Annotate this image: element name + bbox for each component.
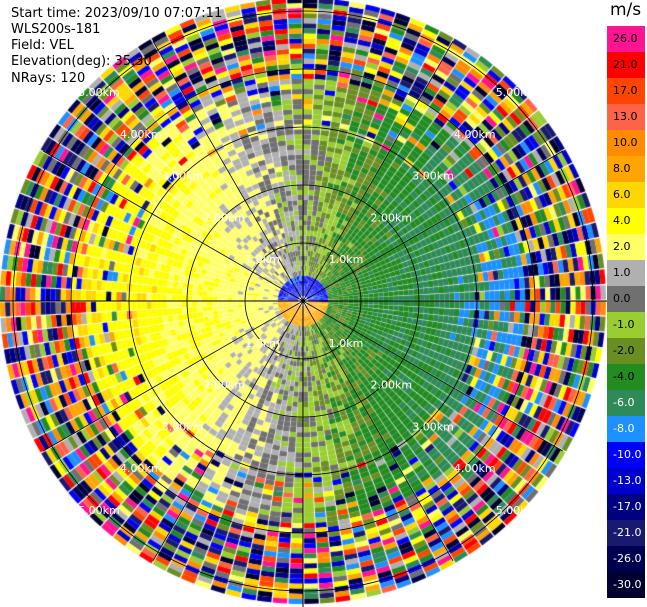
colorbar-level: -17.0 (607, 494, 645, 520)
range-label: 5.00km (496, 504, 538, 517)
colorbar-level: 6.0 (607, 182, 645, 208)
colorbar-level: 17.0 (607, 78, 645, 104)
range-label: 3.00km (162, 170, 204, 183)
colorbar-level: -4.0 (607, 364, 645, 390)
colorbar-level: -10.0 (607, 442, 645, 468)
range-label: 3.00km (162, 420, 204, 433)
colorbar-level: 1.0 (607, 260, 645, 286)
range-label: 4.00km (454, 462, 496, 475)
range-label: 5.00km (78, 504, 120, 517)
range-label: 1.0km (245, 337, 280, 350)
range-ring-overlay: 1.0km 1.0km 1.0km 1.0km 2.00km 2.00km 2.00km 2.… (0, 0, 607, 607)
colorbar-level: 8.0 (607, 156, 645, 182)
range-label: 4.00km (120, 462, 162, 475)
nrays-label: NRays: 120 (11, 71, 86, 86)
colorbar-level: 2.0 (607, 234, 645, 260)
range-label: 3.00km (412, 420, 454, 433)
colorbar-level: -1.0 (607, 312, 645, 338)
range-label: 2.00km (371, 211, 413, 224)
colorbar-level: -13.0 (607, 468, 645, 494)
colorbar-level: 10.0 (607, 130, 645, 156)
colorbar-level: 13.0 (607, 104, 645, 130)
instrument-label: WLS200s-181 (11, 22, 101, 37)
colorbar-level: -21.0 (607, 520, 645, 546)
range-label: 1.0km (329, 253, 364, 266)
range-label: 1.0km (329, 337, 364, 350)
colorbar-level: 21.0 (607, 52, 645, 78)
colorbar-level: -6.0 (607, 390, 645, 416)
colorbar-level: -2.0 (607, 338, 645, 364)
colorbar-level: 0.0 (607, 286, 645, 312)
range-label: 5.00km (496, 86, 538, 99)
range-label: 3.00km (412, 170, 454, 183)
range-label: 4.00km (120, 128, 162, 141)
colorbar-level: -30.0 (607, 572, 645, 598)
range-label: 4.00km (454, 128, 496, 141)
range-label: 5.00km (78, 86, 120, 99)
colorbar-level: 4.0 (607, 208, 645, 234)
colorbar-level: -8.0 (607, 416, 645, 442)
range-label: 2.00km (203, 211, 245, 224)
colorbar-unit: m/s (610, 0, 642, 20)
range-label: 2.00km (203, 379, 245, 392)
range-label: 2.00km (371, 379, 413, 392)
colorbar-level: 26.0 (607, 26, 645, 52)
field-label: Field: VEL (11, 38, 74, 53)
start-time-label: Start time: 2023/09/10 07:07:11 (11, 6, 223, 21)
colorbar-level: -26.0 (607, 546, 645, 572)
range-label: 1.0km (245, 253, 280, 266)
elevation-label: Elevation(deg): 35.30 (11, 54, 152, 69)
